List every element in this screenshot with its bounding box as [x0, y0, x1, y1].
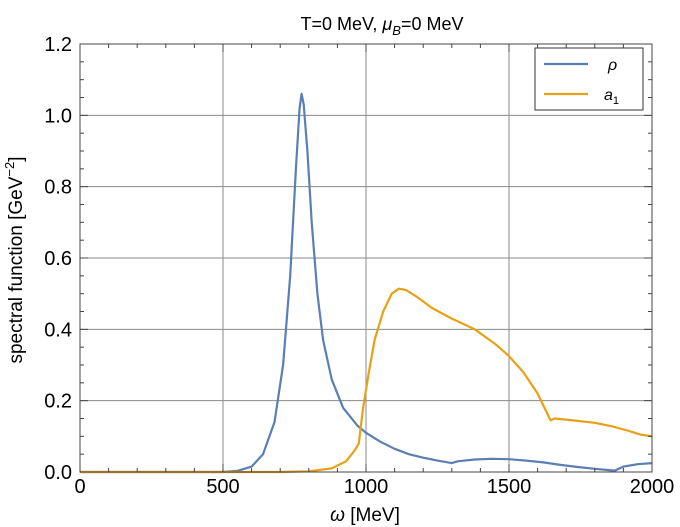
y-tick-label: 0.8 — [44, 177, 72, 199]
y-axis-label: spectral function [GeV−2] — [2, 156, 27, 363]
legend-label-a1: a1 — [604, 87, 619, 107]
x-tick-label: 2000 — [630, 476, 675, 498]
legend-box — [534, 47, 644, 111]
x-tick-label: 500 — [206, 476, 239, 498]
chart-title: T=0 MeV, μB=0 MeV — [301, 14, 464, 38]
x-axis-label: ω [MeV] — [330, 505, 400, 526]
x-tick-label: 1500 — [487, 476, 532, 498]
y-tick-label: 0.6 — [44, 248, 72, 270]
grid — [80, 44, 652, 472]
x-axis-ticks: 0 500 1000 1500 2000 — [74, 44, 674, 498]
y-tick-label: 0.4 — [44, 319, 72, 341]
x-tick-label: 0 — [74, 476, 85, 498]
x-tick-label: 1000 — [344, 476, 389, 498]
series-line-a1 — [80, 287, 653, 474]
legend-label-rho: ρ — [607, 57, 617, 74]
y-tick-label: 0.0 — [44, 462, 72, 484]
series-group — [80, 92, 653, 474]
y-tick-label: 0.2 — [44, 391, 72, 413]
y-tick-label: 1.2 — [44, 34, 72, 56]
legend: ρ a1 — [534, 47, 644, 111]
series-line-rho — [80, 92, 653, 474]
y-tick-label: 1.0 — [44, 105, 72, 127]
y-axis-ticks: 0.0 0.2 0.4 0.6 0.8 1.0 1.2 — [44, 34, 652, 484]
